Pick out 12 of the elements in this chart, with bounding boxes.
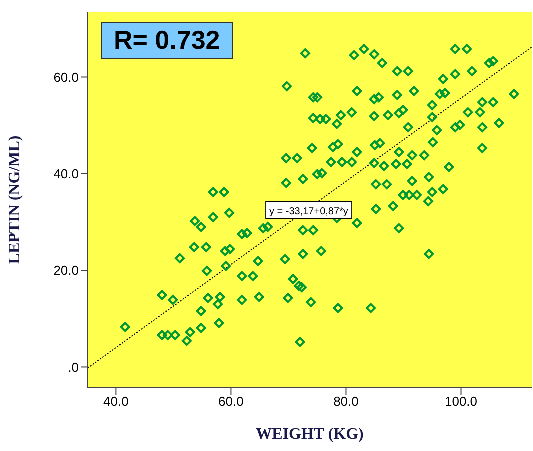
annotation: R= 0.732	[101, 22, 234, 59]
y-tick-label: 60.0	[54, 70, 79, 85]
y-tick-label: 20.0	[54, 263, 79, 278]
y-tick-label: 40.0	[54, 166, 79, 182]
x-tick-label: 60.0	[218, 394, 244, 410]
x-tick-label: 40.0	[104, 394, 129, 410]
y-tick-label: .0	[68, 360, 79, 375]
x-axis-title: WEIGHT (KG)	[256, 426, 364, 443]
x-tick-label: 100.0	[444, 394, 478, 410]
x-tick-label: 80.0	[334, 394, 359, 410]
y-axis-title: LEPTIN (NG/ML)	[6, 136, 24, 264]
annotation: y = -33,17+0,87*y	[270, 206, 348, 218]
